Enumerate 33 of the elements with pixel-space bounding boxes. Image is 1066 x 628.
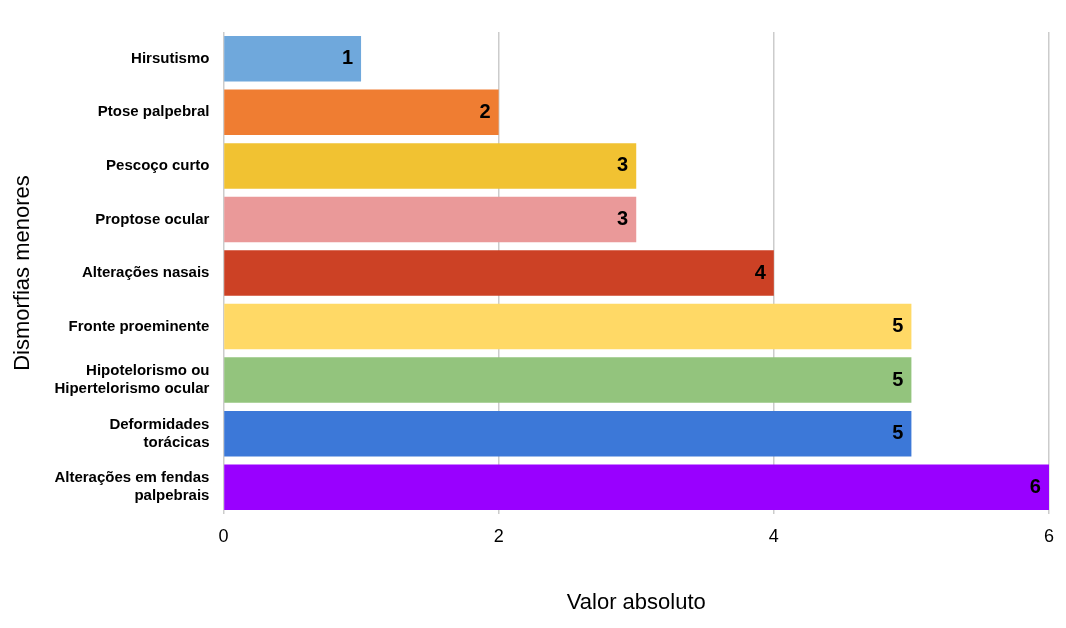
data-label: 4 <box>754 260 767 283</box>
data-label: 5 <box>892 421 904 444</box>
y-axis-title: Dismorfias menores <box>9 175 35 371</box>
y-tick-label: Alterações em fendas palpebrais <box>54 468 210 504</box>
bar <box>224 357 912 403</box>
bar <box>224 36 362 82</box>
bar <box>224 196 637 243</box>
data-label: 1 <box>341 46 354 69</box>
data-label: 2 <box>479 99 491 122</box>
y-tick-label: Proptose ocular <box>95 209 210 227</box>
x-tick-label: 0 <box>218 525 229 546</box>
bar <box>224 250 774 296</box>
x-tick-label: 6 <box>1043 525 1054 546</box>
data-label: 6 <box>1029 474 1041 497</box>
data-label: 5 <box>892 314 904 337</box>
x-tick-label: 2 <box>493 525 504 546</box>
y-tick-label: Fronte proeminente <box>68 316 210 334</box>
y-tick-label: Hirsutismo <box>131 48 210 66</box>
data-label: 5 <box>892 367 904 390</box>
data-label: 3 <box>617 153 629 176</box>
y-tick-label: Alterações nasais <box>81 263 210 281</box>
bar <box>224 143 637 189</box>
bar <box>224 410 912 457</box>
y-tick-label: Deformidades torácicas <box>109 414 210 450</box>
y-tick-label: Hipotelorismo ou Hipertelorismo ocular <box>54 361 210 397</box>
bar <box>224 89 499 136</box>
data-label: 3 <box>617 206 629 229</box>
bar <box>224 303 912 350</box>
bar <box>224 464 1049 510</box>
y-tick-label: Ptose palpebral <box>97 102 210 120</box>
x-tick-label: 4 <box>768 525 779 546</box>
x-axis-title: Valor absoluto <box>566 588 706 614</box>
y-tick-label: Pescoço curto <box>106 156 210 174</box>
